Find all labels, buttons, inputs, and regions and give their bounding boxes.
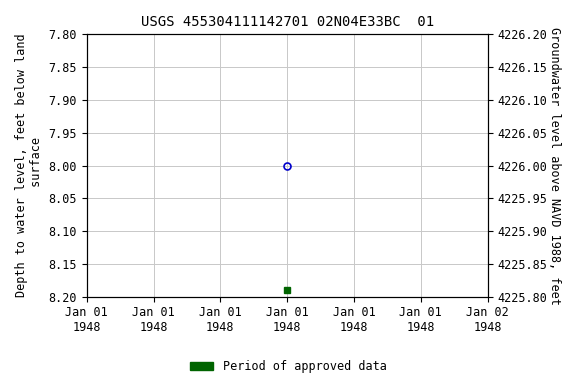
Y-axis label: Depth to water level, feet below land
 surface: Depth to water level, feet below land su…	[15, 34, 43, 297]
Title: USGS 455304111142701 02N04E33BC  01: USGS 455304111142701 02N04E33BC 01	[141, 15, 434, 29]
Legend: Period of approved data: Period of approved data	[185, 356, 391, 378]
Y-axis label: Groundwater level above NAVD 1988, feet: Groundwater level above NAVD 1988, feet	[548, 26, 561, 305]
